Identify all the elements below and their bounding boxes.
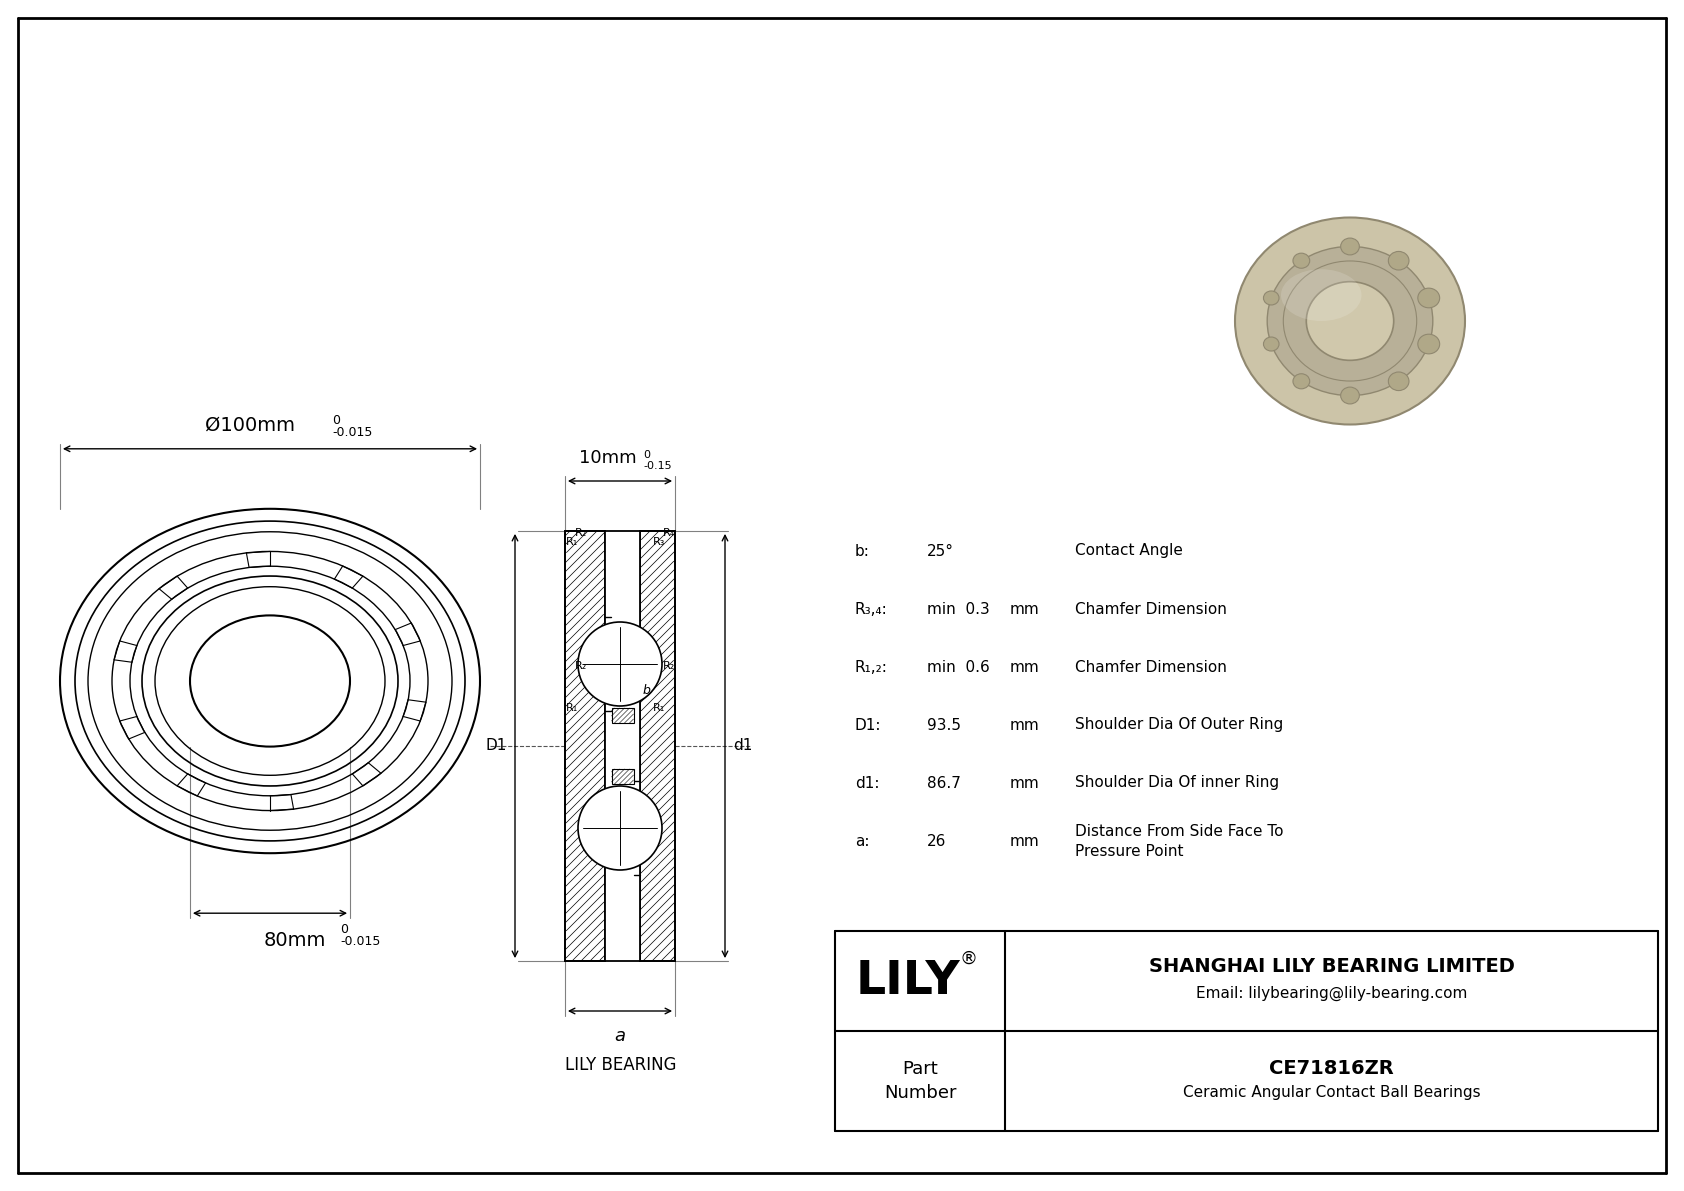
- Text: b:: b:: [855, 543, 871, 559]
- Text: mm: mm: [1010, 660, 1039, 674]
- Text: ®: ®: [958, 950, 977, 968]
- Text: R₁: R₁: [653, 703, 665, 713]
- Text: D1: D1: [485, 738, 507, 754]
- Text: Contact Angle: Contact Angle: [1074, 543, 1182, 559]
- Bar: [605, 531, 640, 961]
- Ellipse shape: [1293, 254, 1310, 268]
- Bar: [611, 769, 633, 784]
- Text: 25°: 25°: [926, 543, 955, 559]
- Text: Email: lilybearing@lily-bearing.com: Email: lilybearing@lily-bearing.com: [1196, 985, 1467, 1000]
- Ellipse shape: [1263, 337, 1280, 351]
- Text: d1:: d1:: [855, 775, 879, 791]
- Text: Part
Number: Part Number: [884, 1060, 957, 1103]
- Text: mm: mm: [1010, 775, 1039, 791]
- Text: a: a: [615, 1027, 625, 1045]
- Text: Distance From Side Face To: Distance From Side Face To: [1074, 823, 1283, 838]
- Text: -0.015: -0.015: [332, 426, 372, 438]
- Text: Shoulder Dia Of Outer Ring: Shoulder Dia Of Outer Ring: [1074, 717, 1283, 732]
- Text: min  0.6: min 0.6: [926, 660, 990, 674]
- Ellipse shape: [1340, 238, 1359, 255]
- Text: 93.5: 93.5: [926, 717, 962, 732]
- Text: mm: mm: [1010, 834, 1039, 848]
- Ellipse shape: [1234, 218, 1465, 424]
- Text: SHANGHAI LILY BEARING LIMITED: SHANGHAI LILY BEARING LIMITED: [1148, 958, 1514, 977]
- Text: 86.7: 86.7: [926, 775, 962, 791]
- Text: Shoulder Dia Of inner Ring: Shoulder Dia Of inner Ring: [1074, 775, 1280, 791]
- Ellipse shape: [1307, 281, 1394, 361]
- Ellipse shape: [1282, 269, 1361, 322]
- Text: b: b: [643, 684, 650, 697]
- Circle shape: [578, 622, 662, 706]
- Text: Pressure Point: Pressure Point: [1074, 843, 1184, 859]
- Bar: [566, 531, 605, 961]
- Bar: [640, 531, 675, 961]
- Ellipse shape: [1263, 291, 1280, 305]
- Text: R₄: R₄: [663, 528, 675, 538]
- Ellipse shape: [1388, 372, 1410, 391]
- Text: Ø100mm: Ø100mm: [205, 416, 295, 435]
- Text: 10mm: 10mm: [579, 449, 637, 467]
- Text: -0.015: -0.015: [340, 935, 381, 948]
- Text: R₁: R₁: [566, 537, 578, 547]
- Ellipse shape: [1293, 374, 1310, 388]
- Text: 80mm: 80mm: [264, 931, 327, 950]
- Text: mm: mm: [1010, 601, 1039, 617]
- Text: 26: 26: [926, 834, 946, 848]
- Text: R₂: R₂: [574, 661, 588, 671]
- Ellipse shape: [1340, 387, 1359, 404]
- Circle shape: [578, 786, 662, 869]
- Text: R₃,₄:: R₃,₄:: [855, 601, 887, 617]
- Text: R₂: R₂: [574, 528, 588, 538]
- Text: Ceramic Angular Contact Ball Bearings: Ceramic Angular Contact Ball Bearings: [1182, 1085, 1480, 1100]
- Text: D1:: D1:: [855, 717, 881, 732]
- Text: a:: a:: [855, 834, 869, 848]
- Text: R₁,₂:: R₁,₂:: [855, 660, 887, 674]
- Ellipse shape: [1418, 335, 1440, 354]
- Text: Chamfer Dimension: Chamfer Dimension: [1074, 601, 1228, 617]
- Text: -0.15: -0.15: [643, 461, 672, 470]
- Text: R₃: R₃: [653, 537, 665, 547]
- Text: 0: 0: [643, 450, 650, 460]
- Bar: [611, 707, 633, 723]
- Text: LILY BEARING: LILY BEARING: [566, 1056, 677, 1074]
- Text: CE71816ZR: CE71816ZR: [1270, 1060, 1394, 1079]
- Ellipse shape: [1388, 251, 1410, 270]
- Text: LILY: LILY: [855, 959, 960, 1004]
- Text: mm: mm: [1010, 717, 1039, 732]
- Text: min  0.3: min 0.3: [926, 601, 990, 617]
- Ellipse shape: [1266, 247, 1433, 395]
- Text: R₂: R₂: [663, 661, 675, 671]
- Text: 0: 0: [340, 923, 349, 936]
- Ellipse shape: [1418, 288, 1440, 307]
- Text: 0: 0: [332, 413, 340, 426]
- Text: d1: d1: [733, 738, 753, 754]
- Text: R₁: R₁: [566, 703, 578, 713]
- Text: Chamfer Dimension: Chamfer Dimension: [1074, 660, 1228, 674]
